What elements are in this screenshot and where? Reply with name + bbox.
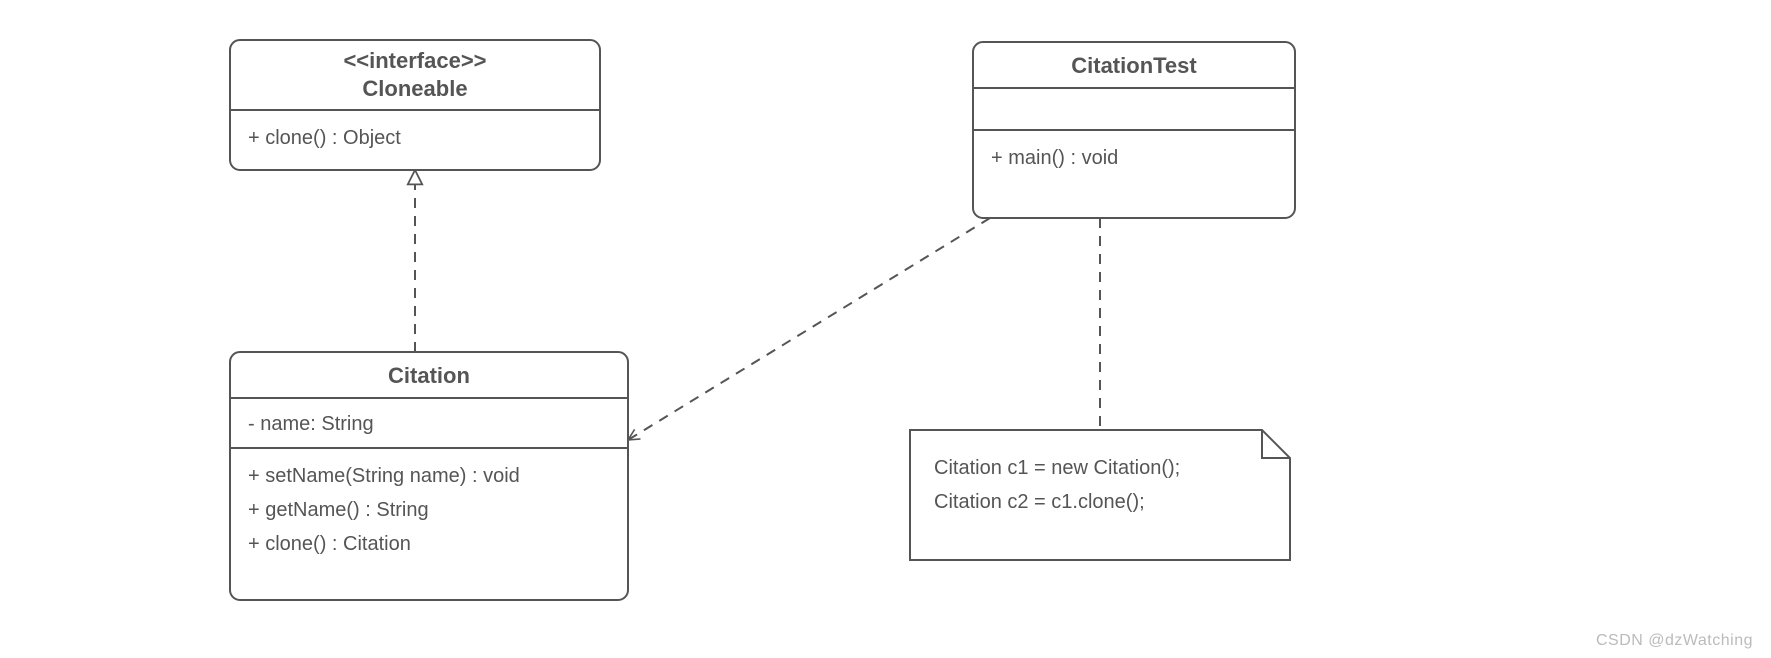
watermark: CSDN @dzWatching [1596,632,1753,650]
svg-text:+ setName(String name) : void: + setName(String name) : void [248,465,520,487]
svg-text:<<interface>>: <<interface>> [343,48,486,73]
note-box: Citation c1 = new Citation(); Citation c2… [910,430,1290,560]
class-citationtest: CitationTest + main() : void [973,42,1295,218]
edge-dependency [628,218,990,440]
svg-text:Citation c2 = c1.clone();: Citation c2 = c1.clone(); [934,491,1145,513]
svg-text:+ clone() : Object: + clone() : Object [248,127,401,149]
uml-diagram: <<interface>> Cloneable + clone() : Object… [0,0,1771,658]
svg-text:+ main() : void: + main() : void [991,147,1118,169]
svg-text:Citation c1 = new Citation();: Citation c1 = new Citation(); [934,457,1180,479]
class-citation: Citation - name: String + setName(String n… [230,352,628,600]
svg-text:+ getName() : String: + getName() : String [248,499,429,521]
class-cloneable: <<interface>> Cloneable + clone() : Object [230,40,600,170]
svg-text:Cloneable: Cloneable [362,76,467,101]
svg-text:CitationTest: CitationTest [1071,53,1197,78]
svg-text:- name: String: - name: String [248,413,374,435]
svg-text:Citation: Citation [388,363,470,388]
svg-text:+ clone() : Citation: + clone() : Citation [248,533,411,555]
